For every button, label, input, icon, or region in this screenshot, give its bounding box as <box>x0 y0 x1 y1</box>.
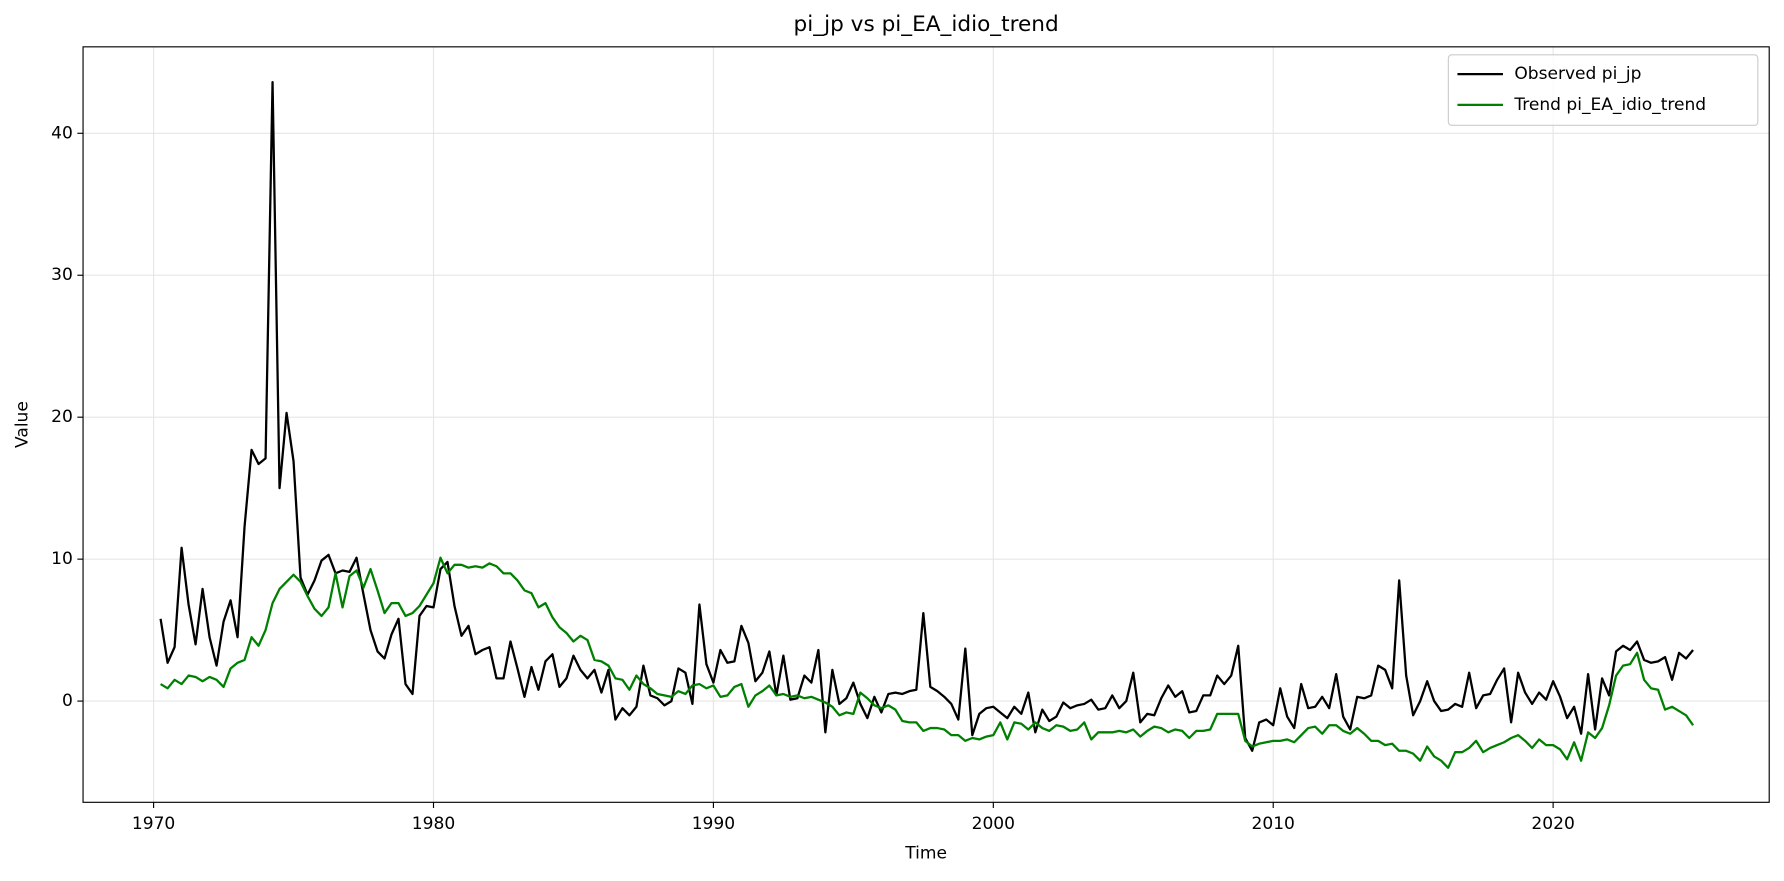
x-tick-label: 2000 <box>972 814 1015 834</box>
y-tick-label: 10 <box>51 549 73 569</box>
legend-label: Trend pi_EA_idio_trend <box>1513 95 1706 115</box>
y-tick-label: 0 <box>62 691 73 711</box>
plot-frame <box>82 46 1770 803</box>
x-tick-label: 2010 <box>1252 814 1295 834</box>
legend-box <box>1447 54 1759 126</box>
x-tick-label: 1980 <box>412 814 455 834</box>
y-tick-label: 40 <box>51 123 73 143</box>
y-axis-label: Value <box>13 401 33 448</box>
x-tick-label: 2020 <box>1531 814 1574 834</box>
chart-title: pi_jp vs pi_EA_idio_trend <box>794 12 1059 37</box>
legend-label: Observed pi_jp <box>1514 64 1641 84</box>
x-tick-label: 1970 <box>132 814 175 834</box>
y-tick-label: 30 <box>51 265 73 285</box>
line-series <box>159 81 1694 752</box>
x-axis-label: Time <box>904 844 947 864</box>
line-series <box>160 556 1695 769</box>
legend: Observed pi_jp Trend pi_EA_idio_trend <box>1447 54 1759 126</box>
x-tick-label: 1990 <box>692 814 735 834</box>
y-tick-label: 20 <box>51 407 73 427</box>
